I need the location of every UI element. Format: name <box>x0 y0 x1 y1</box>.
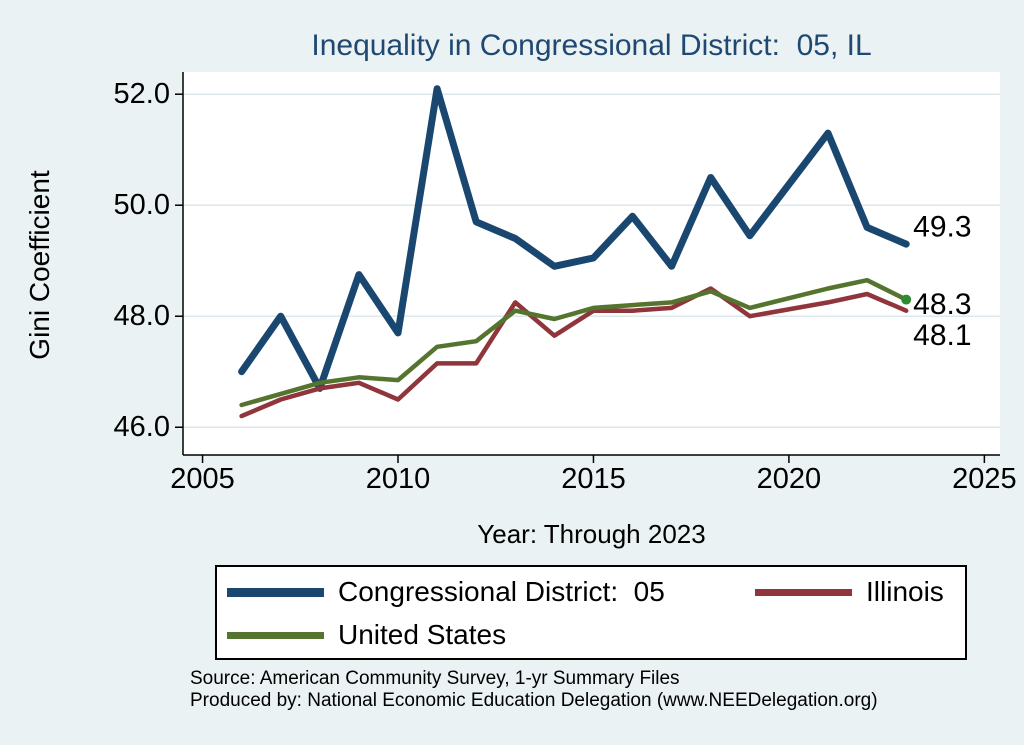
line-chart-canvas: 46.0 48.0 50.0 52.0 2005 2010 2015 2020 2025 49.3… <box>114 72 1017 495</box>
series-line-united-states <box>239 277 909 408</box>
y-tick-label: 46.0 <box>114 411 170 443</box>
legend-entry-united-states: United States <box>217 615 745 655</box>
x-tick-label: 2015 <box>561 463 626 495</box>
y-tick-label: 52.0 <box>114 78 170 110</box>
end-marker-dot-united-states <box>901 294 912 305</box>
end-label-united-states: 48.3 <box>913 288 971 321</box>
end-label-illinois: 48.1 <box>913 319 971 352</box>
legend-swatch-congressional-district-05 <box>227 587 324 597</box>
source-line-2: Produced by: National Economic Education… <box>190 690 878 711</box>
y-tick-label: 48.0 <box>114 300 170 332</box>
series-line-congressional-district-05 <box>238 85 910 392</box>
legend-swatch-united-states <box>227 631 324 639</box>
legend-label-united-states: United States <box>338 619 507 650</box>
series-line-illinois <box>239 286 909 419</box>
x-axis-title: Year: Through 2023 <box>477 519 706 549</box>
legend-entry-illinois: Illinois <box>745 572 965 612</box>
x-tick-label: 2005 <box>170 463 235 495</box>
source-line-1: Source: American Community Survey, 1-yr … <box>190 668 680 689</box>
plot-area <box>183 72 1000 455</box>
legend-swatch-illinois <box>755 588 852 596</box>
legend-label-congressional-district-05: Congressional District: 05 <box>338 576 665 607</box>
x-tick-label: 2010 <box>366 463 431 495</box>
y-tick-label: 50.0 <box>114 189 170 221</box>
x-tick-label: 2020 <box>757 463 822 495</box>
legend-box: Congressional District: 05 Illinois Unit… <box>215 565 967 660</box>
legend-label-illinois: Illinois <box>866 576 944 607</box>
chart-title: Inequality in Congressional District: 05… <box>311 29 872 62</box>
end-label-congressional-district-05: 49.3 <box>913 211 971 244</box>
legend-entry-congressional-district-05: Congressional District: 05 <box>217 572 745 612</box>
source-notes: Source: American Community Survey, 1-yr … <box>190 668 878 712</box>
x-tick-label: 2025 <box>952 463 1017 495</box>
